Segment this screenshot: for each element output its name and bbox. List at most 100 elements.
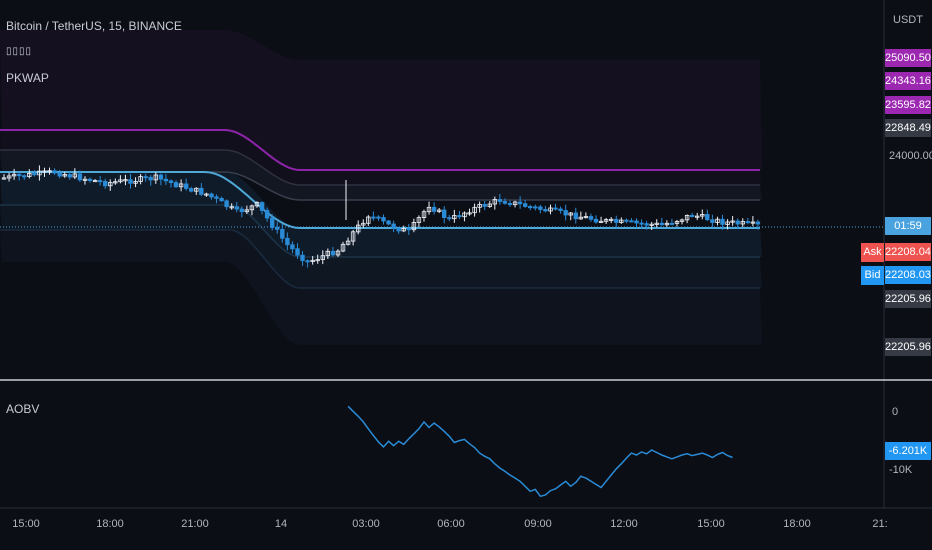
- candle-body: [644, 223, 649, 226]
- candle-body: [634, 220, 639, 224]
- candle-body: [138, 176, 143, 182]
- candle-body: [173, 182, 179, 188]
- candle-body: [684, 214, 690, 221]
- time-label: 09:00: [524, 518, 552, 530]
- band-fill-0: [0, 30, 762, 170]
- candle-body: [92, 180, 98, 183]
- candle-body: [548, 207, 553, 212]
- candle-body: [77, 173, 83, 181]
- candle-body: [269, 217, 275, 228]
- candle-body: [538, 206, 543, 210]
- candle-body: [482, 203, 487, 207]
- candle-body: [254, 202, 260, 207]
- candle-body: [735, 220, 740, 225]
- candle-body: [300, 254, 305, 262]
- indicator-name-pkwap[interactable]: PKWAP: [6, 71, 49, 85]
- aobv-axis-minus10k: -10K: [889, 464, 913, 476]
- candle-body: [426, 206, 432, 213]
- candle-body: [310, 259, 315, 262]
- time-label: 18:00: [783, 518, 811, 530]
- candle-body: [57, 172, 62, 177]
- candle-body: [47, 170, 52, 173]
- candle-body: [21, 175, 27, 178]
- candle-body: [614, 218, 619, 223]
- candle-body: [553, 207, 558, 210]
- price-tag-band-1: 23595.82: [885, 96, 931, 114]
- band-fill-1: [0, 130, 762, 185]
- aobv-pane: [347, 405, 733, 498]
- candle-body: [411, 221, 417, 231]
- candle-body: [133, 181, 138, 184]
- candle-body: [598, 220, 604, 223]
- candle-body: [568, 212, 573, 216]
- candle-body: [280, 228, 285, 239]
- candle-body: [705, 213, 710, 221]
- candle-body: [740, 221, 745, 225]
- candle-body: [305, 260, 310, 263]
- candle-body: [214, 196, 219, 199]
- candle-body: [421, 211, 427, 218]
- candle-body: [1, 177, 7, 180]
- time-label: 18:00: [96, 518, 124, 530]
- candle-body: [436, 209, 442, 212]
- candle-body: [674, 220, 680, 224]
- candle-body: [128, 179, 133, 184]
- candle-body: [285, 237, 290, 246]
- candle-body: [492, 199, 497, 205]
- candle-body: [188, 188, 194, 192]
- candle-body: [725, 221, 730, 225]
- candle-body: [340, 243, 346, 252]
- bid-label: Bid: [861, 266, 884, 285]
- candle-body: [588, 216, 594, 220]
- candle-body: [386, 220, 391, 225]
- candle-body: [472, 206, 477, 214]
- candle-body: [487, 203, 492, 207]
- candle-body: [264, 210, 270, 219]
- candle-body: [325, 250, 330, 257]
- price-tag-upper: 22848.49: [885, 119, 931, 137]
- indicator-name-aobv[interactable]: AOBV: [6, 402, 40, 416]
- symbol-title[interactable]: Bitcoin / TetherUS, 15, BINANCE: [6, 19, 182, 33]
- candle-body: [249, 205, 255, 211]
- candle-body: [593, 218, 599, 223]
- candle-body: [123, 179, 128, 182]
- candle-body: [391, 223, 396, 229]
- time-label: 21:: [872, 518, 888, 530]
- time-label: 15:00: [12, 518, 40, 530]
- time-label: 12:00: [610, 518, 638, 530]
- indicator-glyphs[interactable]: ▯▯▯▯: [6, 46, 33, 57]
- candle-body: [27, 172, 32, 177]
- candle-body: [361, 222, 366, 226]
- candle-body: [52, 170, 57, 174]
- candle-body: [381, 217, 386, 222]
- candle-body: [67, 174, 72, 178]
- candle-body: [528, 206, 533, 209]
- candle-body: [563, 210, 568, 216]
- time-label: 21:00: [181, 518, 209, 530]
- candle-body: [639, 222, 644, 225]
- candle-body: [103, 180, 108, 187]
- candle-body: [457, 215, 462, 218]
- candle-body: [158, 174, 164, 180]
- candle-body: [234, 206, 239, 210]
- currency-label: USDT: [893, 14, 923, 26]
- candle-body: [118, 179, 123, 183]
- candle-body: [16, 173, 22, 177]
- candle-body: [649, 223, 654, 226]
- candle-body: [6, 175, 12, 179]
- candle-body: [11, 173, 17, 177]
- candle-body: [624, 219, 629, 222]
- aobv-current-value: -6.201K: [885, 442, 931, 460]
- candle-body: [750, 221, 756, 224]
- candle-body: [371, 216, 376, 219]
- band-fill-2: [0, 150, 762, 200]
- candle-body: [629, 220, 634, 223]
- candle-body: [700, 213, 705, 217]
- candle-body: [62, 174, 67, 177]
- candle-body: [720, 218, 725, 225]
- candle-body: [345, 240, 351, 245]
- price-level-label: 24000.00: [889, 150, 932, 162]
- candle-body: [224, 200, 229, 208]
- candle-body: [573, 212, 578, 220]
- candle-body: [168, 180, 174, 183]
